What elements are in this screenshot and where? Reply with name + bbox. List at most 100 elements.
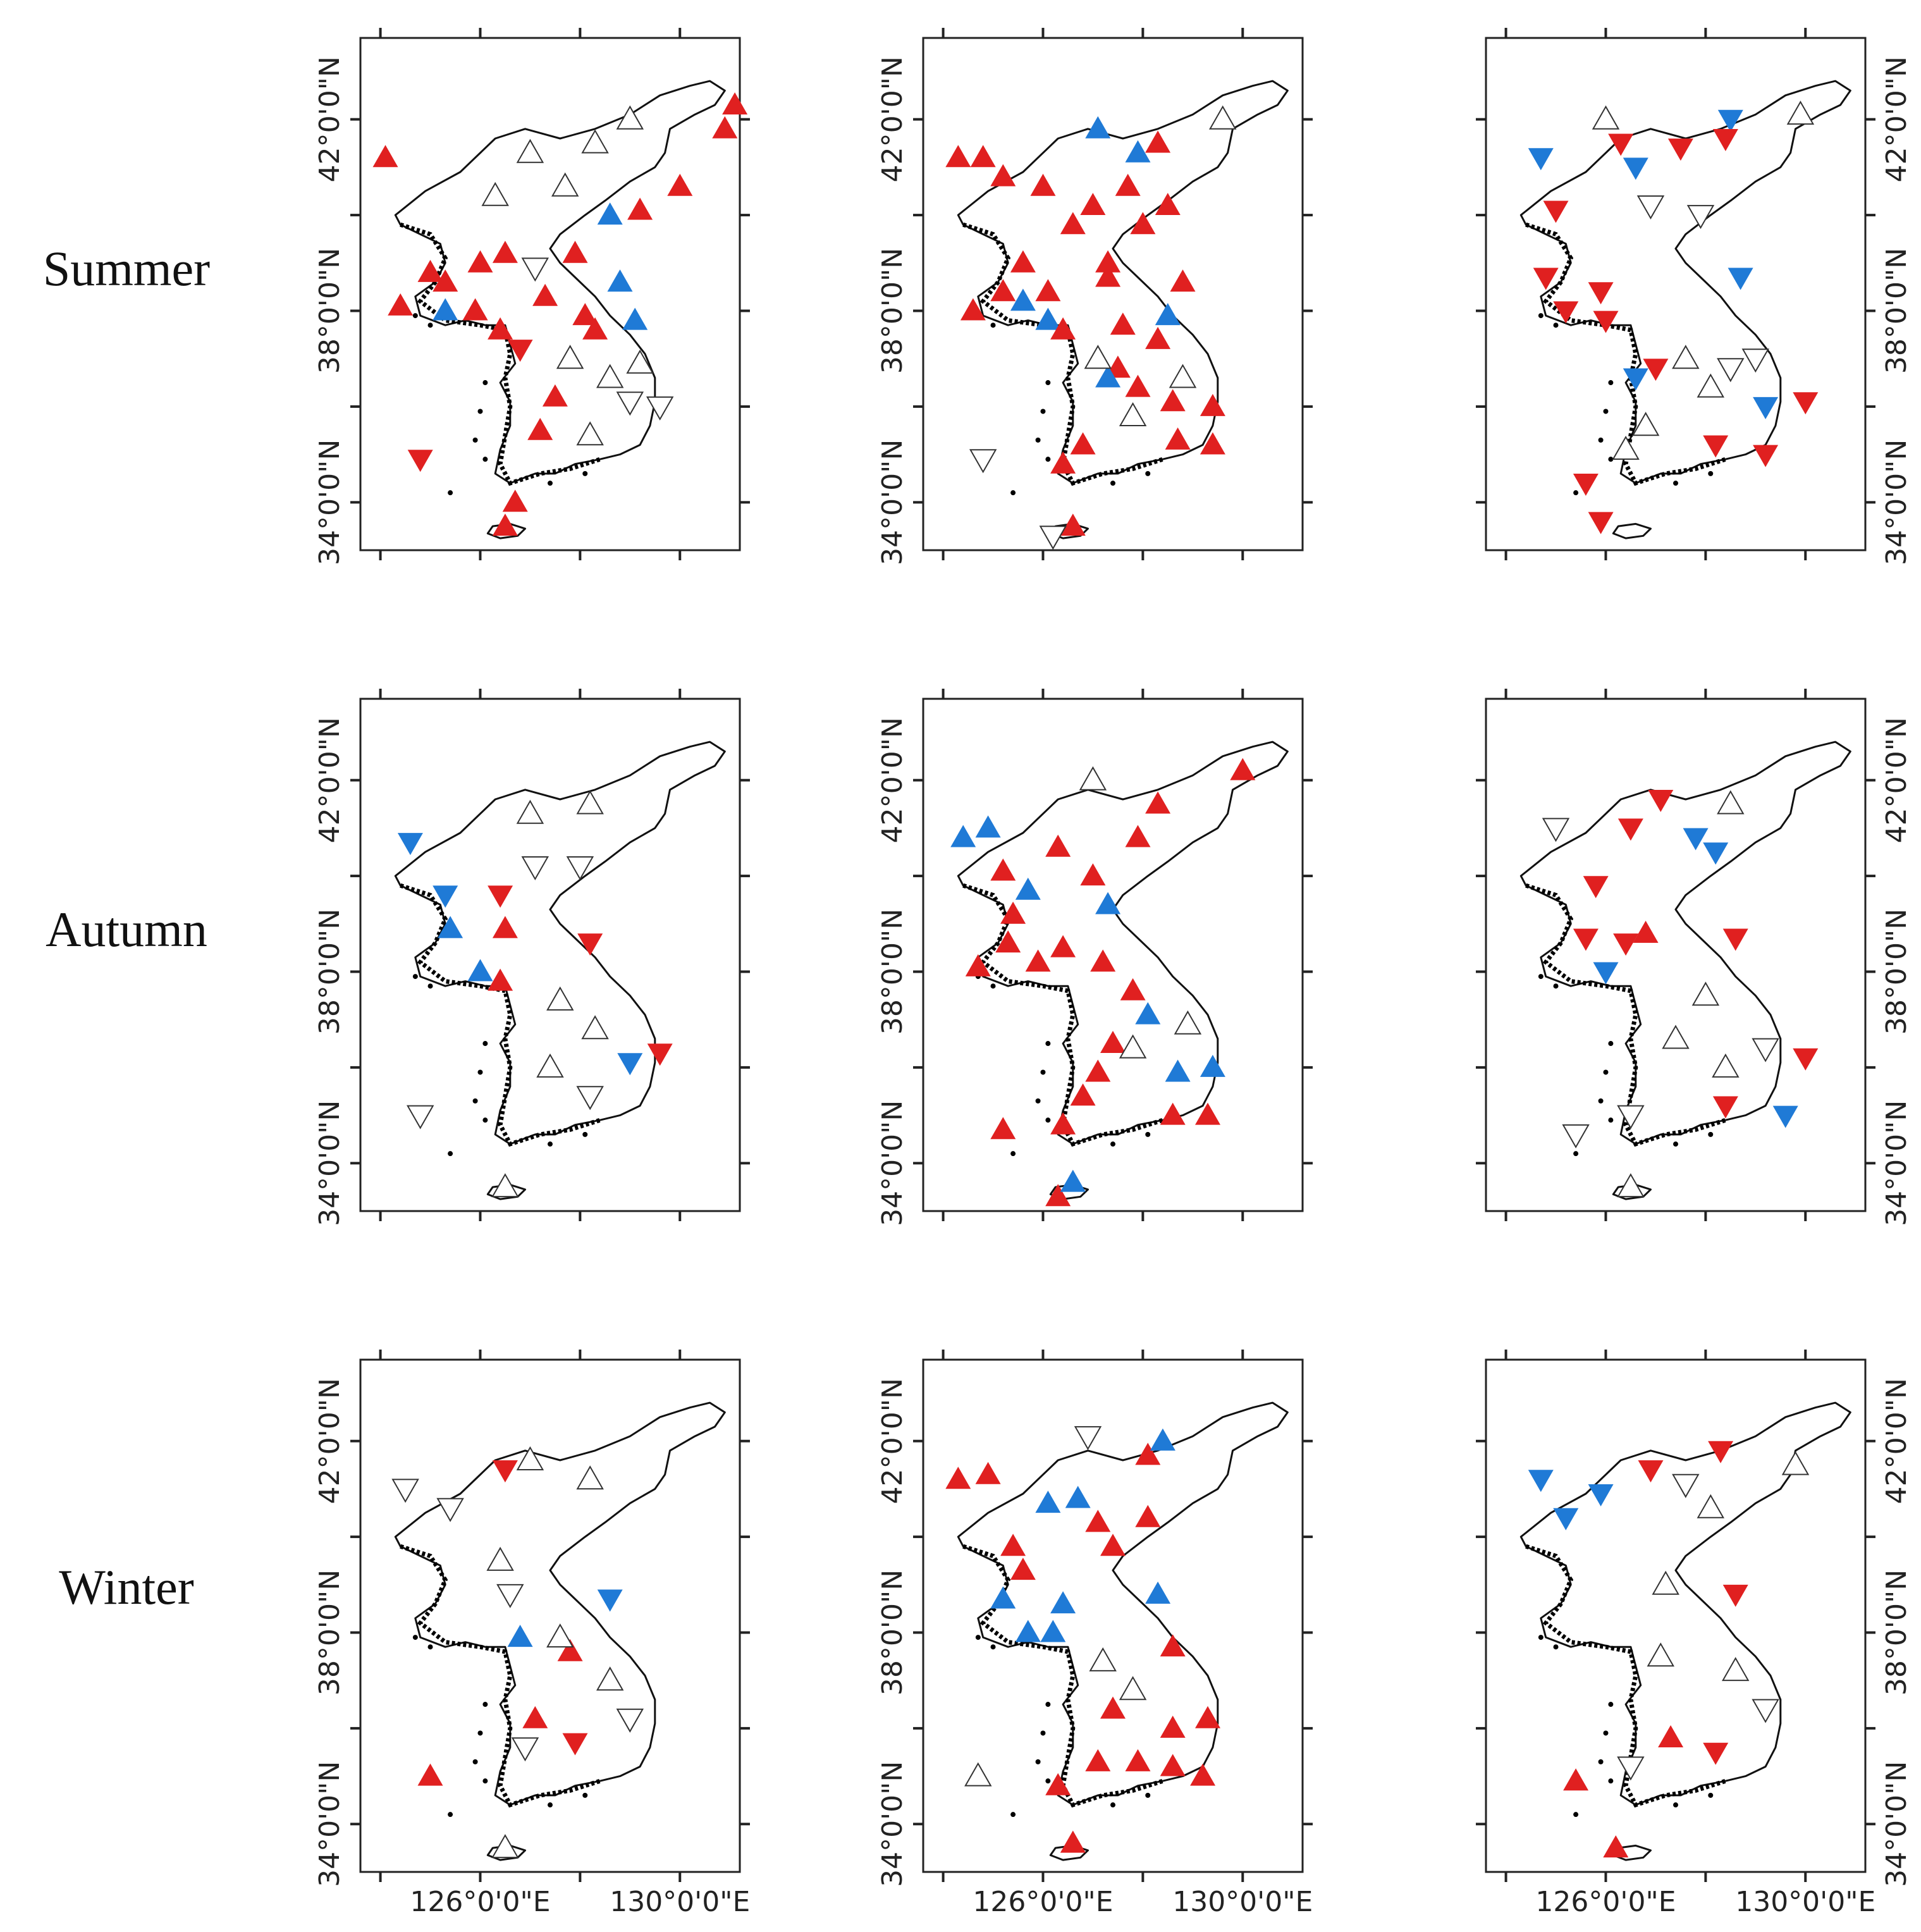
station-marker-up-red xyxy=(542,384,568,407)
lat-label: 38°0'0"N xyxy=(1881,248,1913,374)
island-dot xyxy=(1010,1812,1016,1818)
station-marker-up-red xyxy=(1170,269,1196,292)
station-marker-up-blue xyxy=(1085,116,1111,138)
station-marker-down-red xyxy=(1617,818,1643,841)
station-marker-up-blue xyxy=(1165,1059,1191,1082)
station-marker-up-red xyxy=(467,250,493,273)
station-marker-up-blue xyxy=(1150,1428,1175,1451)
station-marker-up-open xyxy=(1717,790,1745,815)
station-marker-up-red xyxy=(1085,1059,1111,1082)
island-dot xyxy=(482,1702,488,1707)
station-marker-up-red xyxy=(1000,1534,1026,1556)
station-marker-up-red xyxy=(1190,1763,1216,1786)
island-dot xyxy=(1040,1069,1046,1075)
station-marker-up-blue xyxy=(975,815,1001,838)
station-marker-down-blue xyxy=(433,885,458,908)
lat-label: 38°0'0"N xyxy=(314,248,346,374)
lat-label: 38°0'0"N xyxy=(876,1570,909,1695)
station-marker-down-red xyxy=(1712,1096,1738,1119)
station-marker-up-open xyxy=(1631,412,1660,436)
station-marker-down-open xyxy=(1542,818,1570,842)
station-marker-up-red xyxy=(1120,978,1146,1000)
station-marker-up-red xyxy=(1080,193,1106,215)
station-marker-up-red xyxy=(1160,1754,1186,1776)
lat-label: 34°0'0"N xyxy=(1881,1761,1913,1887)
station-marker-up-blue xyxy=(1015,1620,1041,1642)
station-marker-up-red xyxy=(1050,1112,1076,1135)
station-marker-up-red xyxy=(1145,326,1171,349)
station-marker-up-open xyxy=(1174,1010,1202,1035)
island-dot xyxy=(1045,1778,1051,1784)
station-marker-up-open xyxy=(1721,1657,1750,1682)
lat-label: 42°0'0"N xyxy=(876,56,909,182)
station-marker-down-red xyxy=(507,340,533,362)
island-dot xyxy=(1603,409,1609,414)
lon-label: 130°0'0"E xyxy=(1172,1886,1313,1918)
station-marker-up-red xyxy=(492,514,518,536)
station-marker-up-red xyxy=(488,968,513,991)
station-marker-down-open xyxy=(391,1479,419,1503)
station-marker-up-open xyxy=(1691,981,1720,1006)
lat-label: 42°0'0"N xyxy=(876,717,909,843)
station-marker-down-red xyxy=(1608,133,1634,156)
station-marker-up-red xyxy=(722,92,748,114)
station-marker-down-open xyxy=(1741,348,1770,373)
station-marker-up-red xyxy=(1085,1749,1111,1771)
map-panel-autumn-3: 34°0'0"N 38°0'0"N 42°0'0"N xyxy=(1476,689,1913,1226)
station-marker-up-red xyxy=(1095,250,1121,273)
island-dot xyxy=(412,1635,418,1640)
island-dot xyxy=(482,457,488,462)
station-marker-down-red xyxy=(1553,301,1579,324)
station-marker-up-red xyxy=(1155,193,1181,215)
island-dot xyxy=(472,1759,478,1764)
station-marker-up-blue xyxy=(1200,1054,1225,1077)
island-dot xyxy=(1045,457,1051,462)
station-marker-down-blue xyxy=(1703,842,1729,865)
station-marker-up-red xyxy=(1110,312,1136,335)
station-marker-up-blue xyxy=(1060,1169,1086,1192)
station-marker-up-open xyxy=(516,799,544,824)
station-marker-down-blue xyxy=(1717,109,1743,132)
station-marker-down-red xyxy=(1593,311,1619,333)
station-marker-up-red xyxy=(1125,374,1151,397)
lat-label: 42°0'0"N xyxy=(314,56,346,182)
station-marker-up-red xyxy=(1165,427,1191,450)
lat-label: 42°0'0"N xyxy=(314,717,346,843)
station-marker-up-red xyxy=(522,1706,548,1728)
station-marker-down-blue xyxy=(1683,828,1709,851)
station-marker-up-open xyxy=(1119,402,1147,426)
lon-label: 130°0'0"E xyxy=(1735,1886,1875,1918)
station-marker-up-blue xyxy=(607,269,633,292)
island-dot xyxy=(990,983,996,989)
map-panel-summer-2: 34°0'0"N 38°0'0"N 42°0'0"N xyxy=(876,28,1313,565)
station-marker-down-red xyxy=(1588,512,1614,534)
lon-label: 126°0'0"E xyxy=(973,1886,1113,1918)
station-marker-up-red xyxy=(1230,758,1256,780)
west-coast-islands xyxy=(962,883,1163,1147)
island-dot xyxy=(477,1730,483,1736)
station-marker-down-open xyxy=(1636,195,1665,220)
station-marker-down-blue xyxy=(1528,1470,1554,1492)
station-marker-up-red xyxy=(965,954,991,976)
west-coast-islands xyxy=(962,222,1163,486)
station-marker-down-red xyxy=(1703,1742,1729,1765)
station-marker-up-red xyxy=(1060,212,1086,235)
island-dot xyxy=(1708,1131,1714,1137)
lat-label: 38°0'0"N xyxy=(876,248,909,374)
island-dot xyxy=(412,974,418,980)
station-marker-up-red xyxy=(1633,920,1659,943)
island-dot xyxy=(1010,1151,1016,1157)
lat-label: 34°0'0"N xyxy=(1881,440,1913,565)
station-marker-up-open xyxy=(1697,1494,1725,1518)
island-dot xyxy=(1045,380,1051,386)
station-marker-up-open xyxy=(581,129,609,154)
station-marker-up-open xyxy=(1119,1034,1147,1059)
island-dot xyxy=(1608,1778,1614,1784)
island-dot xyxy=(582,1131,588,1137)
island-dot xyxy=(412,313,418,319)
island-dot xyxy=(1608,457,1614,462)
station-marker-up-red xyxy=(1035,279,1061,302)
station-marker-up-open xyxy=(516,1446,544,1470)
lat-label: 38°0'0"N xyxy=(1881,1570,1913,1695)
station-marker-up-open xyxy=(1652,1570,1679,1595)
